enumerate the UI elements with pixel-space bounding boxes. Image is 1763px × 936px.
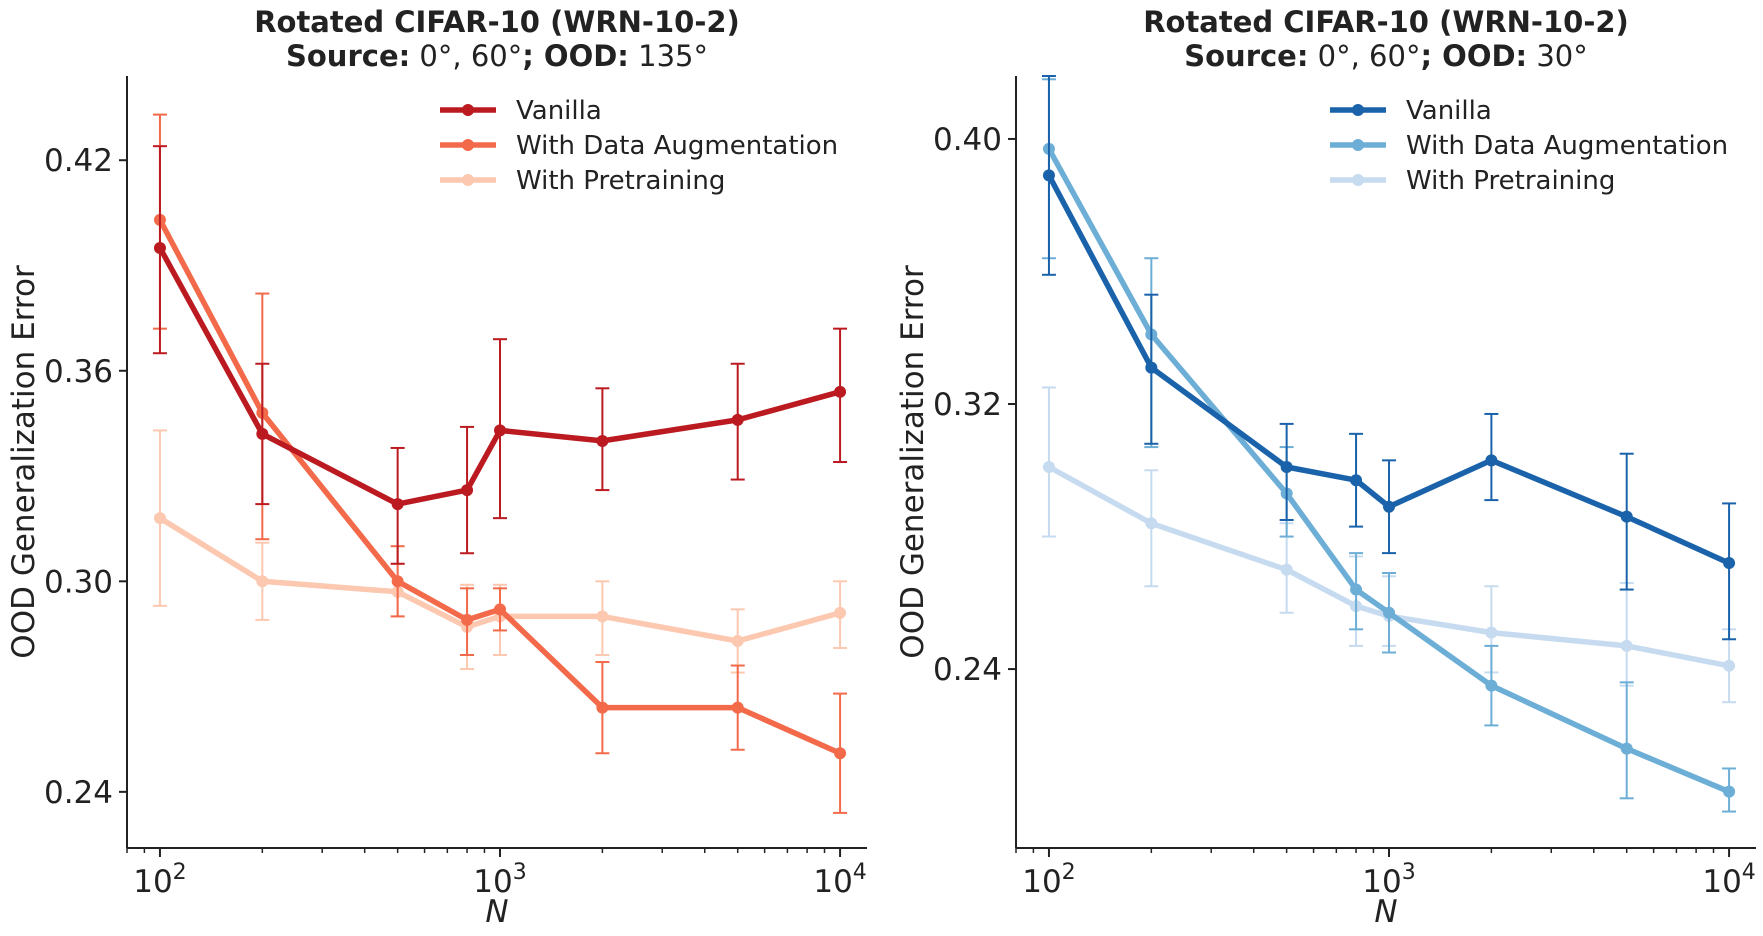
series-vanilla — [1041, 75, 1737, 641]
data-point — [461, 613, 474, 626]
data-point — [153, 241, 166, 254]
data-point — [1350, 583, 1363, 596]
series-with-data-augmentation — [1041, 78, 1737, 813]
data-point — [494, 603, 507, 616]
data-point — [731, 413, 744, 426]
legend-swatch-marker — [1352, 174, 1364, 186]
data-point — [834, 385, 847, 398]
y-axis-label: OOD Generalization Error — [6, 265, 42, 659]
data-point — [1280, 460, 1293, 473]
x-tick-label: 104 — [1702, 860, 1755, 900]
x-tick-label: 104 — [813, 860, 866, 900]
data-point — [1350, 474, 1363, 487]
chart-title-line1: Rotated CIFAR-10 (WRN-10-2) — [254, 5, 740, 39]
data-point — [1485, 679, 1498, 692]
legend-label: Vanilla — [1406, 96, 1492, 126]
legend-label: With Pretraining — [1406, 166, 1615, 196]
y-tick-label: 0.40 — [933, 122, 1002, 158]
data-point — [1280, 563, 1293, 576]
legend-swatch-marker — [462, 139, 474, 151]
y-tick-label: 0.30 — [44, 564, 113, 600]
legend-swatch-marker — [462, 104, 474, 116]
legend: Vanilla With Data Augmentation With Pretra… — [1330, 96, 1728, 196]
legend-item: With Pretraining — [440, 166, 725, 196]
legend-item: With Data Augmentation — [440, 131, 838, 161]
data-point — [596, 434, 609, 447]
data-point — [1723, 785, 1736, 798]
chart-panel-left: Rotated CIFAR-10 (WRN-10-2) Source: 0°, … — [6, 5, 867, 930]
data-point — [1383, 606, 1396, 619]
x-axis-label: N — [485, 894, 508, 930]
data-point — [461, 484, 474, 497]
series-line — [1047, 464, 1730, 669]
series-line — [1046, 147, 1731, 795]
x-tick-label: 102 — [133, 860, 186, 900]
legend: Vanilla With Data Augmentation With Pretra… — [440, 96, 838, 196]
data-point — [1383, 500, 1396, 513]
legend-label: With Pretraining — [516, 166, 725, 196]
legend-label: Vanilla — [516, 96, 602, 126]
data-point — [1042, 460, 1055, 473]
data-point — [1145, 361, 1158, 374]
y-tick-label: 0.32 — [933, 387, 1002, 423]
legend-item: Vanilla — [440, 96, 602, 126]
data-point — [1485, 626, 1498, 639]
data-point — [1042, 169, 1055, 182]
data-point — [391, 498, 404, 511]
data-point — [596, 701, 609, 714]
x-tick-label: 103 — [1362, 860, 1415, 900]
legend-item: With Data Augmentation — [1330, 131, 1728, 161]
legend-label: With Data Augmentation — [516, 131, 838, 161]
data-point — [834, 747, 847, 760]
legend-item: With Pretraining — [1330, 166, 1615, 196]
data-point — [731, 634, 744, 647]
y-tick-label: 0.24 — [44, 775, 113, 811]
legend-swatch-marker — [1352, 104, 1364, 116]
data-point — [731, 701, 744, 714]
data-point — [1485, 454, 1498, 467]
x-tick-label: 103 — [473, 860, 526, 900]
chart-title-line2: Source: 0°, 60°; OOD: 30° — [1184, 39, 1588, 73]
data-point — [391, 575, 404, 588]
series-line — [157, 218, 842, 756]
data-point — [834, 606, 847, 619]
data-point — [1723, 557, 1736, 570]
y-axis-label: OOD Generalization Error — [895, 265, 931, 659]
legend-swatch-marker — [462, 174, 474, 186]
chart-panel-right: Rotated CIFAR-10 (WRN-10-2) Source: 0°, … — [895, 5, 1756, 930]
series-line — [157, 246, 841, 507]
series-line — [158, 515, 841, 644]
data-point — [1145, 517, 1158, 530]
y-tick-label: 0.36 — [44, 354, 113, 390]
data-point — [596, 610, 609, 623]
data-point — [494, 424, 507, 437]
x-tick-label: 102 — [1022, 860, 1075, 900]
legend-label: With Data Augmentation — [1406, 131, 1728, 161]
data-point — [1620, 510, 1633, 523]
series-line — [1046, 174, 1731, 566]
legend-item: Vanilla — [1330, 96, 1492, 126]
x-axis-label: N — [1374, 894, 1397, 930]
series-vanilla — [152, 145, 848, 565]
y-tick-label: 0.24 — [933, 652, 1002, 688]
data-point — [256, 575, 269, 588]
data-point — [153, 512, 166, 525]
data-point — [256, 427, 269, 440]
chart-title-line1: Rotated CIFAR-10 (WRN-10-2) — [1143, 5, 1629, 39]
chart-title-line2: Source: 0°, 60°; OOD: 135° — [286, 39, 708, 73]
data-point — [1620, 639, 1633, 652]
data-point — [1723, 659, 1736, 672]
data-point — [1620, 742, 1633, 755]
legend-swatch-marker — [1352, 139, 1364, 151]
y-tick-label: 0.42 — [44, 143, 113, 179]
